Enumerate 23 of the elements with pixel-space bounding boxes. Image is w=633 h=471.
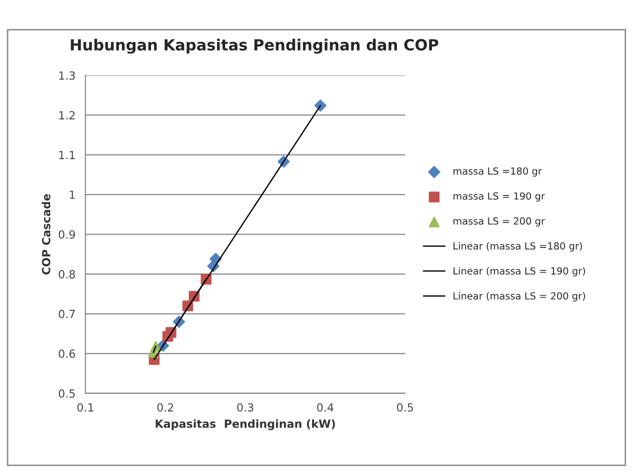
chart-title: Hubungan Kapasitas Pendinginan dan COP bbox=[70, 38, 438, 54]
x-tick-label: 0.3 bbox=[237, 403, 254, 412]
y-tick-label: 0.8 bbox=[58, 270, 75, 278]
legend-label: massa LS =180 gr bbox=[454, 167, 542, 177]
x-axis-title: Kapasitas Pendinginan (kW) bbox=[156, 419, 335, 430]
y-axis-title: COP Cascade bbox=[42, 194, 50, 274]
y-tick-label: 1.2 bbox=[59, 111, 75, 120]
legend-label: massa LS = 200 gr bbox=[454, 217, 545, 227]
y-tick-label: 1 bbox=[70, 190, 75, 199]
y-tick-label: 0.9 bbox=[58, 230, 75, 239]
y-tick-label: 0.7 bbox=[58, 310, 75, 318]
x-tick-label: 0.2 bbox=[157, 403, 174, 412]
x-tick-label: 0.1 bbox=[77, 403, 94, 412]
y-tick-label: 1.1 bbox=[59, 150, 75, 160]
legend-label: Linear (massa LS =180 gr) bbox=[454, 242, 582, 252]
y-tick-label: 0.6 bbox=[58, 350, 76, 358]
x-tick-label: 0.5 bbox=[397, 403, 413, 412]
y-tick-label: 1.3 bbox=[59, 71, 75, 80]
legend-label: massa LS = 190 gr bbox=[454, 192, 545, 202]
y-tick-label: 0.5 bbox=[58, 389, 75, 398]
x-tick-label: 0.4 bbox=[317, 403, 334, 412]
legend-label: Linear (massa LS = 200 gr) bbox=[454, 292, 586, 302]
legend-label: Linear (massa LS = 190 gr) bbox=[454, 267, 586, 276]
